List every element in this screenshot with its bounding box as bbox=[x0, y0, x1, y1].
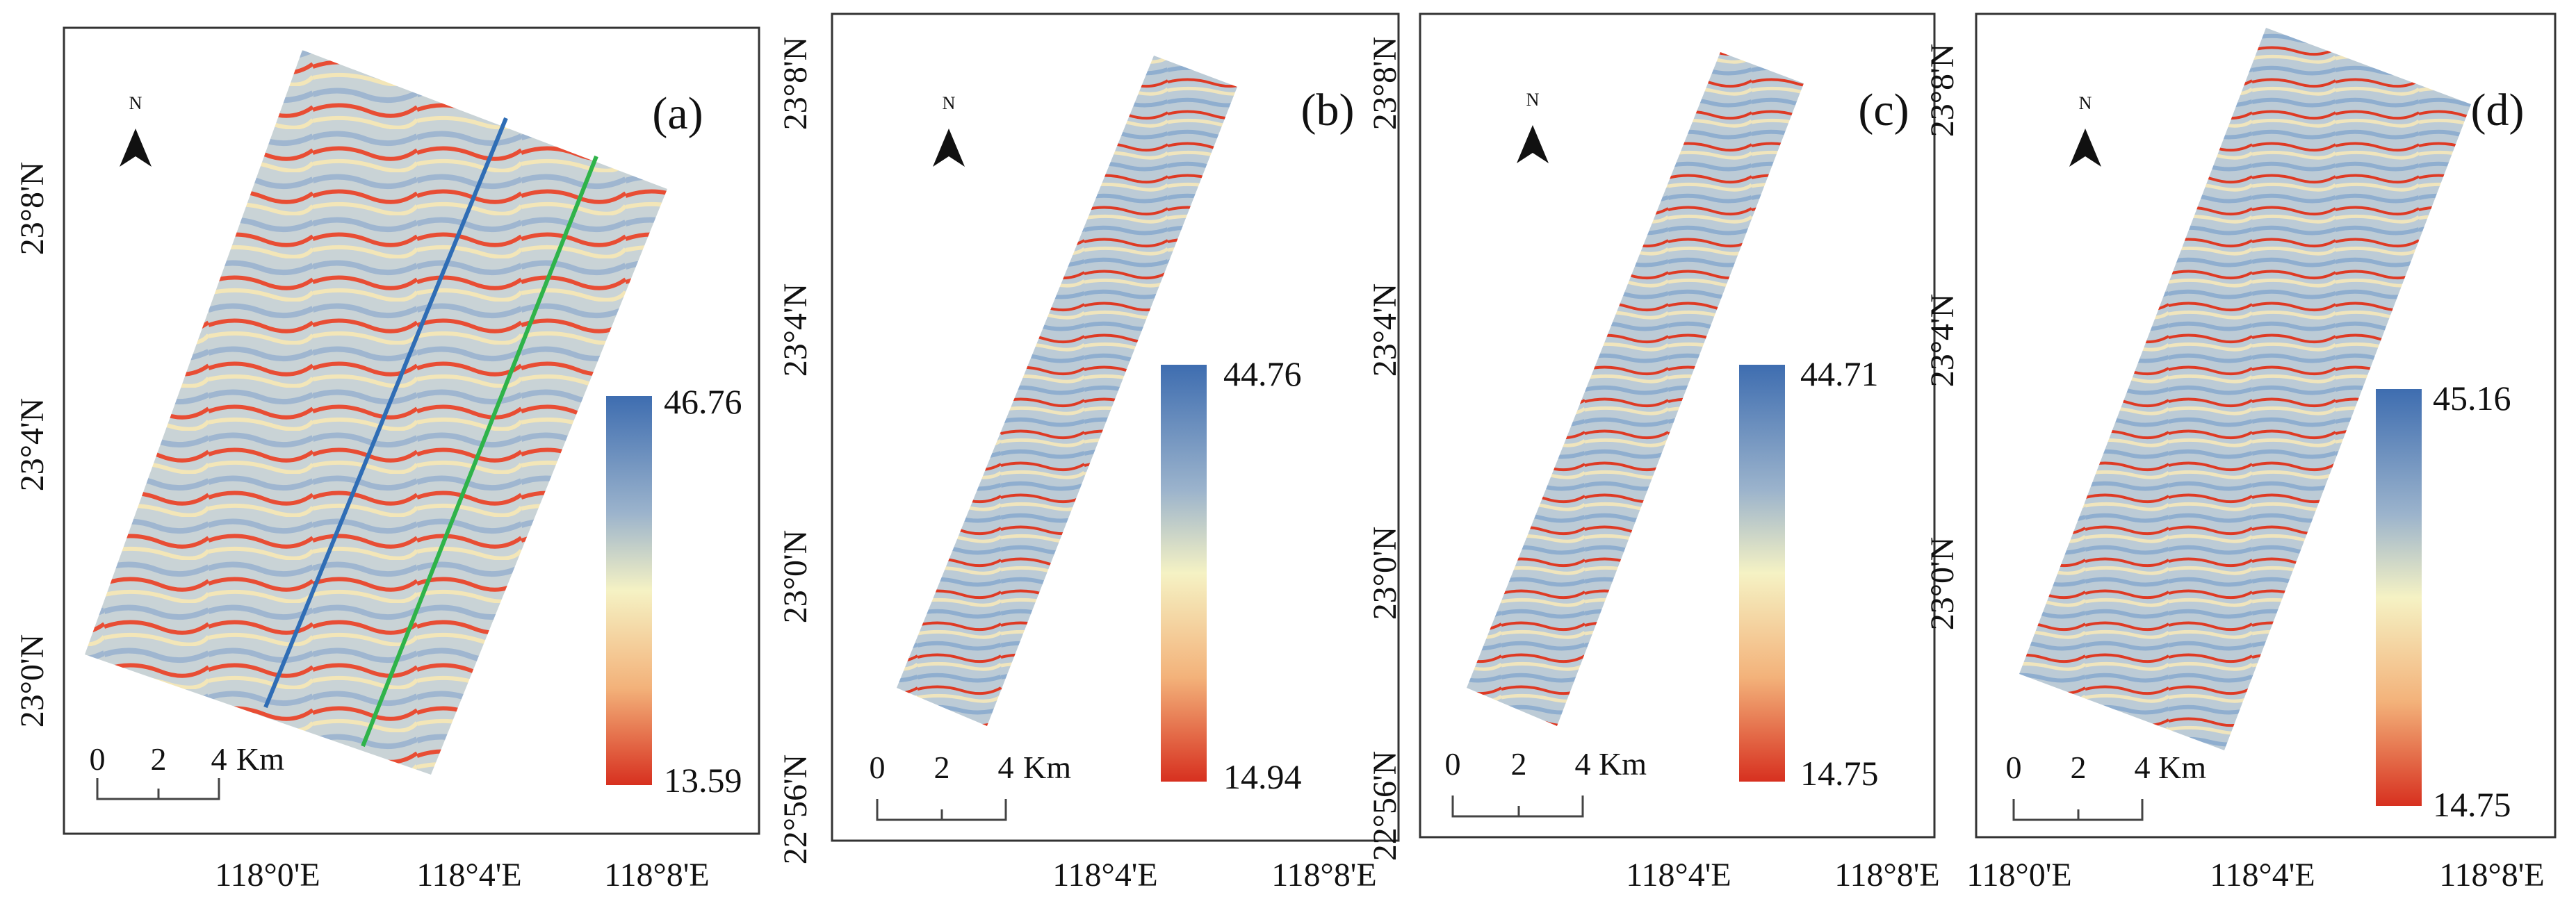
panel-c-label: (c) bbox=[1858, 85, 1909, 135]
panel-c-lon-ticks: 118°4'E 118°8'E bbox=[1626, 857, 1939, 893]
svg-text:23°0'N: 23°0'N bbox=[777, 530, 814, 624]
panel-d-raster-map bbox=[2019, 28, 2471, 750]
panel-c-legend-bar bbox=[1739, 365, 1785, 782]
svg-text:23°4'N: 23°4'N bbox=[1367, 283, 1403, 377]
panel-a-north-arrow: N bbox=[120, 93, 152, 167]
panel-a-legend-min: 13.59 bbox=[664, 761, 742, 800]
north-arrow-icon bbox=[2069, 129, 2101, 167]
svg-text:22°56'N: 22°56'N bbox=[1367, 751, 1403, 862]
svg-text:4: 4 bbox=[998, 750, 1014, 785]
svg-text:118°8'E: 118°8'E bbox=[1834, 857, 1939, 893]
panel-d-legend-min: 14.75 bbox=[2433, 785, 2511, 824]
svg-text:2: 2 bbox=[151, 741, 167, 777]
svg-text:118°0'E: 118°0'E bbox=[215, 857, 320, 893]
panel-a: (a) N 46.76 13.59 0 2 4 Km 23°8'N 23°4'N… bbox=[14, 26, 760, 893]
svg-text:118°8'E: 118°8'E bbox=[604, 857, 709, 893]
svg-text:Km: Km bbox=[1023, 750, 1071, 785]
panel-c-lat-ticks: 23°8'N 23°4'N 23°0'N 22°56'N bbox=[1367, 37, 1403, 862]
panel-d-north-arrow: N bbox=[2069, 93, 2101, 167]
svg-text:118°8'E: 118°8'E bbox=[1271, 857, 1376, 893]
panel-b-legend-min: 14.94 bbox=[1223, 757, 1302, 796]
svg-text:4: 4 bbox=[2135, 750, 2151, 785]
panel-c-frame bbox=[1419, 13, 1936, 839]
panel-d-lat-ticks: 23°8'N 23°4'N 23°0'N bbox=[1924, 44, 1961, 631]
north-label: N bbox=[2079, 93, 2092, 113]
panel-a-blue-profile-line bbox=[263, 117, 508, 709]
svg-text:23°8'N: 23°8'N bbox=[1924, 44, 1961, 138]
svg-text:23°8'N: 23°8'N bbox=[777, 37, 814, 131]
svg-text:118°4'E: 118°4'E bbox=[2210, 857, 2315, 893]
panel-d-legend-max: 45.16 bbox=[2433, 379, 2511, 418]
svg-text:Km: Km bbox=[2158, 750, 2206, 785]
panel-c-scale-bar: 0 2 4 Km bbox=[1445, 746, 1647, 818]
svg-text:23°8'N: 23°8'N bbox=[14, 162, 51, 256]
svg-text:4: 4 bbox=[211, 741, 227, 777]
panel-d-legend-bar bbox=[2376, 389, 2422, 806]
panel-a-raster-map bbox=[85, 50, 667, 775]
svg-text:2: 2 bbox=[934, 750, 950, 785]
svg-text:23°4'N: 23°4'N bbox=[14, 398, 51, 492]
panel-a-scale-bar: 0 2 4 Km bbox=[90, 741, 284, 800]
svg-text:23°0'N: 23°0'N bbox=[1924, 537, 1961, 631]
svg-text:2: 2 bbox=[2071, 750, 2087, 785]
panel-c-raster-map bbox=[1467, 52, 1804, 726]
svg-text:23°4'N: 23°4'N bbox=[1924, 294, 1961, 388]
panel-a-legend-bar bbox=[606, 396, 652, 785]
north-arrow-icon bbox=[933, 129, 965, 167]
svg-text:23°0'N: 23°0'N bbox=[14, 634, 51, 728]
panel-b-lon-ticks: 118°4'E 118°8'E bbox=[1052, 857, 1376, 893]
panel-b-lat-ticks: 23°8'N 23°4'N 23°0'N 22°56'N bbox=[777, 37, 814, 865]
svg-text:Km: Km bbox=[236, 741, 284, 777]
svg-text:23°8'N: 23°8'N bbox=[1367, 37, 1403, 131]
panel-d: (d) N 45.16 14.75 0 2 4 Km 23°8'N 23°4'N… bbox=[1924, 13, 2557, 893]
panel-b-raster-map bbox=[897, 56, 1237, 726]
svg-text:118°8'E: 118°8'E bbox=[2439, 857, 2544, 893]
svg-text:0: 0 bbox=[90, 741, 106, 777]
svg-text:23°0'N: 23°0'N bbox=[1367, 527, 1403, 620]
panel-a-label: (a) bbox=[652, 88, 703, 139]
north-label: N bbox=[129, 93, 142, 113]
panel-a-green-profile-line bbox=[361, 155, 598, 748]
panel-b: (b) N 44.76 14.94 0 2 4 Km 23°8'N 23°4'N… bbox=[777, 13, 1400, 893]
svg-text:118°4'E: 118°4'E bbox=[1052, 857, 1157, 893]
svg-text:2: 2 bbox=[1511, 746, 1527, 782]
svg-text:4: 4 bbox=[1575, 746, 1591, 782]
panel-a-lon-ticks: 118°0'E 118°4'E 118°8'E bbox=[215, 857, 709, 893]
panel-b-frame bbox=[831, 13, 1400, 842]
svg-text:22°56'N: 22°56'N bbox=[777, 755, 814, 865]
panel-d-lon-ticks: 118°0'E 118°4'E 118°8'E bbox=[1966, 857, 2544, 893]
panel-a-lat-ticks: 23°8'N 23°4'N 23°0'N bbox=[14, 162, 51, 728]
panel-b-legend-max: 44.76 bbox=[1223, 354, 1302, 393]
panel-b-scale-bar: 0 2 4 Km bbox=[870, 750, 1071, 821]
north-arrow-icon bbox=[1517, 125, 1549, 163]
panel-b-label: (b) bbox=[1301, 85, 1355, 135]
panel-c-north-arrow: N bbox=[1517, 90, 1549, 163]
panel-c: (c) N 44.71 14.75 0 2 4 Km 23°8'N 23°4'N… bbox=[1367, 13, 1940, 893]
north-label: N bbox=[943, 93, 956, 113]
svg-text:0: 0 bbox=[1445, 746, 1461, 782]
panel-d-scale-bar: 0 2 4 Km bbox=[2006, 750, 2206, 821]
panel-c-legend-max: 44.71 bbox=[1800, 354, 1879, 393]
svg-text:Km: Km bbox=[1599, 746, 1647, 782]
panel-b-legend-bar bbox=[1161, 365, 1207, 782]
panel-c-legend-min: 14.75 bbox=[1800, 754, 1879, 793]
panel-d-label: (d) bbox=[2471, 85, 2525, 135]
svg-text:118°4'E: 118°4'E bbox=[416, 857, 521, 893]
svg-text:118°4'E: 118°4'E bbox=[1626, 857, 1731, 893]
panel-b-north-arrow: N bbox=[933, 93, 965, 167]
north-label: N bbox=[1526, 90, 1540, 110]
svg-text:0: 0 bbox=[2006, 750, 2022, 785]
svg-text:0: 0 bbox=[870, 750, 886, 785]
svg-text:23°4'N: 23°4'N bbox=[777, 283, 814, 377]
svg-text:118°0'E: 118°0'E bbox=[1966, 857, 2071, 893]
north-arrow-icon bbox=[120, 129, 152, 167]
panel-a-legend-max: 46.76 bbox=[664, 382, 742, 421]
